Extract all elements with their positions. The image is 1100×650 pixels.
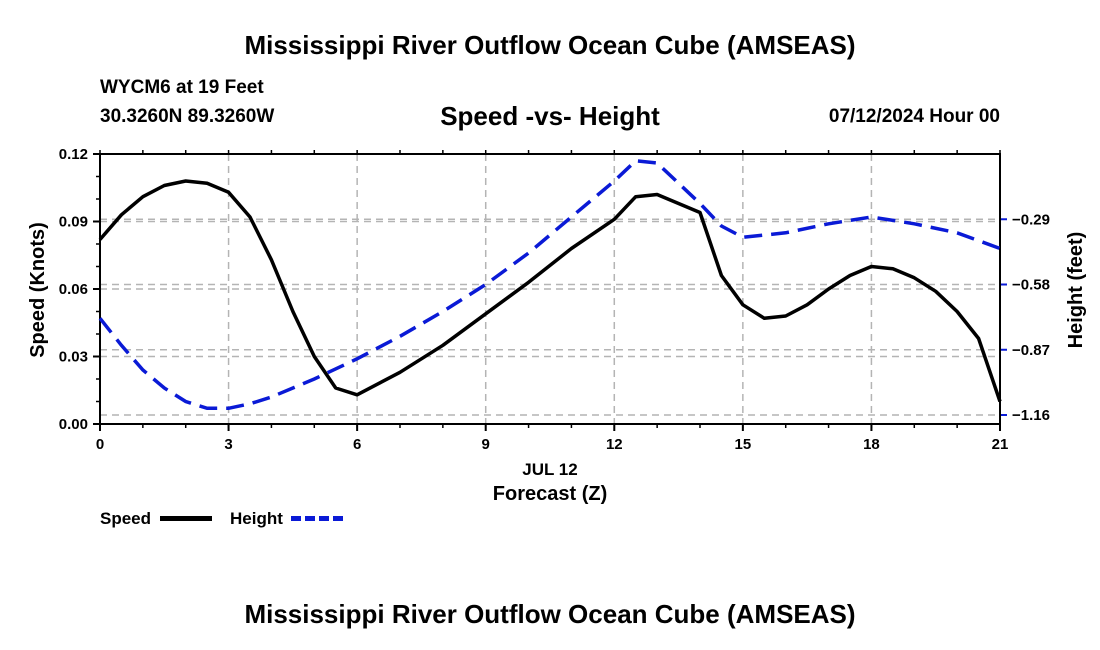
y2-axis-label: Height (feet) <box>1065 232 1087 349</box>
legend-height-label: Height <box>230 509 283 528</box>
forecast-datetime: 07/12/2024 Hour 00 <box>828 106 1000 127</box>
legend-speed-label: Speed <box>100 509 152 528</box>
y-axis-label: Speed (Knots) <box>27 222 49 358</box>
y-tick-label: 0.00 <box>59 416 88 433</box>
chart-title: Mississippi River Outflow Ocean Cube (AM… <box>244 30 856 60</box>
x-tick-label: 3 <box>224 436 232 453</box>
y2-tick-label: −0.58 <box>1012 277 1050 294</box>
y2-tick-label: −0.87 <box>1012 342 1050 359</box>
y-tick-label: 0.03 <box>59 349 88 366</box>
y-tick-label: 0.06 <box>59 281 88 298</box>
y2-tick-label: −0.29 <box>1012 211 1050 228</box>
x-axis-label: Forecast (Z) <box>493 483 607 505</box>
x-tick-label: 18 <box>863 436 880 453</box>
speed-series-line <box>98 179 1002 403</box>
y-tick-label: 0.09 <box>59 214 88 231</box>
footer-title: Mississippi River Outflow Ocean Cube (AM… <box>244 599 856 629</box>
x-tick-label: 21 <box>992 436 1009 453</box>
x-tick-label: 9 <box>482 436 490 453</box>
x-date-label: JUL 12 <box>522 460 577 479</box>
x-tick-label: 15 <box>735 436 752 453</box>
height-series-line <box>98 158 1001 411</box>
legend-height-swatch <box>291 516 343 521</box>
y2-tick-label: −1.16 <box>1012 407 1050 424</box>
x-tick-label: 0 <box>96 436 104 453</box>
station-label: WYCM6 at 19 Feet <box>100 77 264 98</box>
x-tick-label: 12 <box>606 436 623 453</box>
y-tick-label: 0.12 <box>59 146 88 163</box>
plot-frame <box>99 153 1001 425</box>
legend-speed-swatch <box>160 516 212 521</box>
chart-subtitle: Speed -vs- Height <box>440 101 660 131</box>
coordinates-label: 30.3260N 89.3260W <box>100 106 275 127</box>
x-tick-label: 6 <box>353 436 361 453</box>
